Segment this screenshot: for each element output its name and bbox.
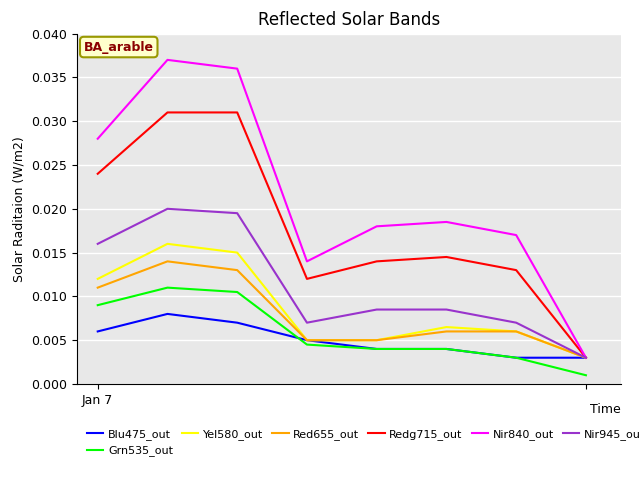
Line: Grn535_out: Grn535_out: [98, 288, 586, 375]
Nir945_out: [443, 307, 451, 312]
Nir945_out: [234, 210, 241, 216]
Nir945_out: [582, 355, 590, 360]
Blu475_out: [234, 320, 241, 325]
Grn535_out: [164, 285, 172, 290]
Yel580_out: [164, 241, 172, 247]
Blu475_out: [303, 337, 311, 343]
Redg715_out: [94, 171, 102, 177]
Yel580_out: [303, 337, 311, 343]
Legend: Blu475_out, Grn535_out, Yel580_out, Red655_out, Redg715_out, Nir840_out, Nir945_: Blu475_out, Grn535_out, Yel580_out, Red6…: [83, 425, 640, 461]
Nir840_out: [164, 57, 172, 63]
Nir840_out: [443, 219, 451, 225]
Redg715_out: [513, 267, 520, 273]
Red655_out: [373, 337, 381, 343]
Grn535_out: [234, 289, 241, 295]
Text: BA_arable: BA_arable: [84, 40, 154, 54]
Nir840_out: [303, 258, 311, 264]
Nir840_out: [94, 136, 102, 142]
Line: Blu475_out: Blu475_out: [98, 314, 586, 358]
Yel580_out: [373, 337, 381, 343]
Line: Nir840_out: Nir840_out: [98, 60, 586, 358]
Line: Redg715_out: Redg715_out: [98, 112, 586, 358]
Yel580_out: [234, 250, 241, 255]
Y-axis label: Solar Raditaion (W/m2): Solar Raditaion (W/m2): [13, 136, 26, 282]
Nir840_out: [513, 232, 520, 238]
Red655_out: [164, 258, 172, 264]
Grn535_out: [373, 346, 381, 352]
Title: Reflected Solar Bands: Reflected Solar Bands: [258, 11, 440, 29]
Nir945_out: [373, 307, 381, 312]
Blu475_out: [443, 346, 451, 352]
Grn535_out: [443, 346, 451, 352]
Nir840_out: [373, 224, 381, 229]
Red655_out: [513, 328, 520, 334]
Text: Time: Time: [590, 403, 621, 416]
Line: Red655_out: Red655_out: [98, 261, 586, 358]
Yel580_out: [513, 328, 520, 334]
Redg715_out: [303, 276, 311, 282]
Redg715_out: [164, 109, 172, 115]
Red655_out: [443, 328, 451, 334]
Yel580_out: [582, 355, 590, 360]
Grn535_out: [513, 355, 520, 360]
Red655_out: [582, 355, 590, 360]
Nir945_out: [513, 320, 520, 325]
Redg715_out: [373, 258, 381, 264]
Red655_out: [94, 285, 102, 290]
Red655_out: [303, 337, 311, 343]
Yel580_out: [443, 324, 451, 330]
Grn535_out: [94, 302, 102, 308]
Grn535_out: [582, 372, 590, 378]
Blu475_out: [164, 311, 172, 317]
Blu475_out: [582, 355, 590, 360]
Nir840_out: [582, 355, 590, 360]
Redg715_out: [582, 355, 590, 360]
Blu475_out: [94, 328, 102, 334]
Redg715_out: [443, 254, 451, 260]
Line: Nir945_out: Nir945_out: [98, 209, 586, 358]
Nir945_out: [303, 320, 311, 325]
Nir945_out: [94, 241, 102, 247]
Nir945_out: [164, 206, 172, 212]
Red655_out: [234, 267, 241, 273]
Yel580_out: [94, 276, 102, 282]
Redg715_out: [234, 109, 241, 115]
Blu475_out: [513, 355, 520, 360]
Nir840_out: [234, 66, 241, 72]
Grn535_out: [303, 342, 311, 348]
Blu475_out: [373, 346, 381, 352]
Line: Yel580_out: Yel580_out: [98, 244, 586, 358]
